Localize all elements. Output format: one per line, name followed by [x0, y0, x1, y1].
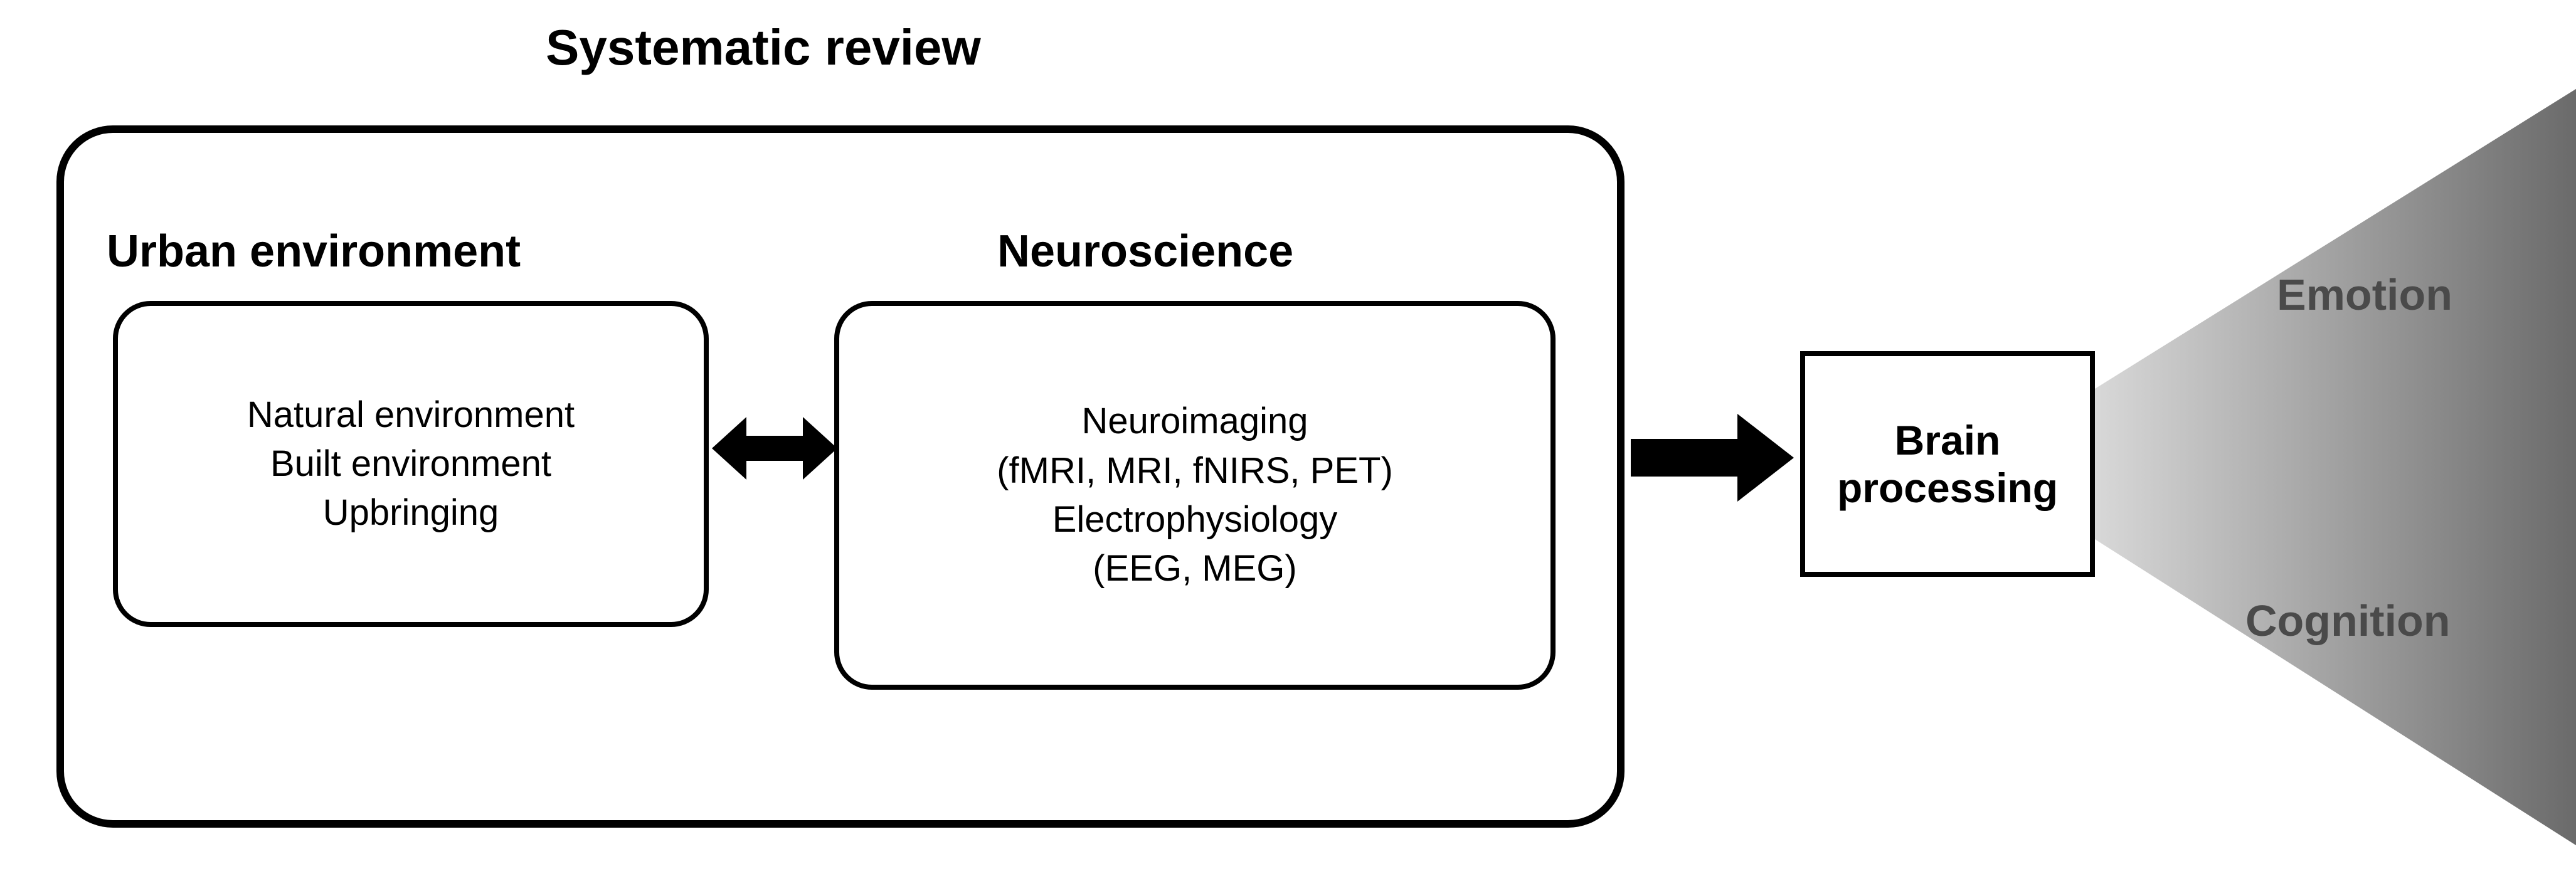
diagram-title: Systematic review — [546, 19, 981, 76]
urban-environment-box: Natural environment Built environment Up… — [113, 301, 709, 627]
outcome-fan — [2095, 88, 2576, 846]
cognition-label: Cognition — [2245, 596, 2451, 646]
neuroscience-box: Neuroimaging (fMRI, MRI, fNIRS, PET) Ele… — [834, 301, 1556, 690]
urban-environment-heading: Urban environment — [107, 226, 521, 277]
neuroscience-line: Neuroimaging — [1081, 397, 1308, 446]
neuroscience-heading: Neuroscience — [997, 226, 1293, 277]
brain-processing-line: Brain — [1895, 416, 2001, 464]
urban-env-line: Upbringing — [323, 488, 499, 537]
neuroscience-line: Electrophysiology — [1052, 495, 1338, 544]
neuroscience-line: (fMRI, MRI, fNIRS, PET) — [997, 446, 1393, 495]
urban-env-line: Natural environment — [247, 391, 575, 440]
urban-env-line: Built environment — [270, 440, 551, 488]
bidirectional-arrow-icon — [712, 408, 837, 489]
neuroscience-line: (EEG, MEG) — [1093, 544, 1296, 593]
emotion-label: Emotion — [2277, 270, 2452, 320]
right-arrow-icon — [1631, 408, 1794, 508]
brain-processing-box: Brain processing — [1800, 351, 2095, 577]
brain-processing-line: processing — [1837, 464, 2058, 512]
